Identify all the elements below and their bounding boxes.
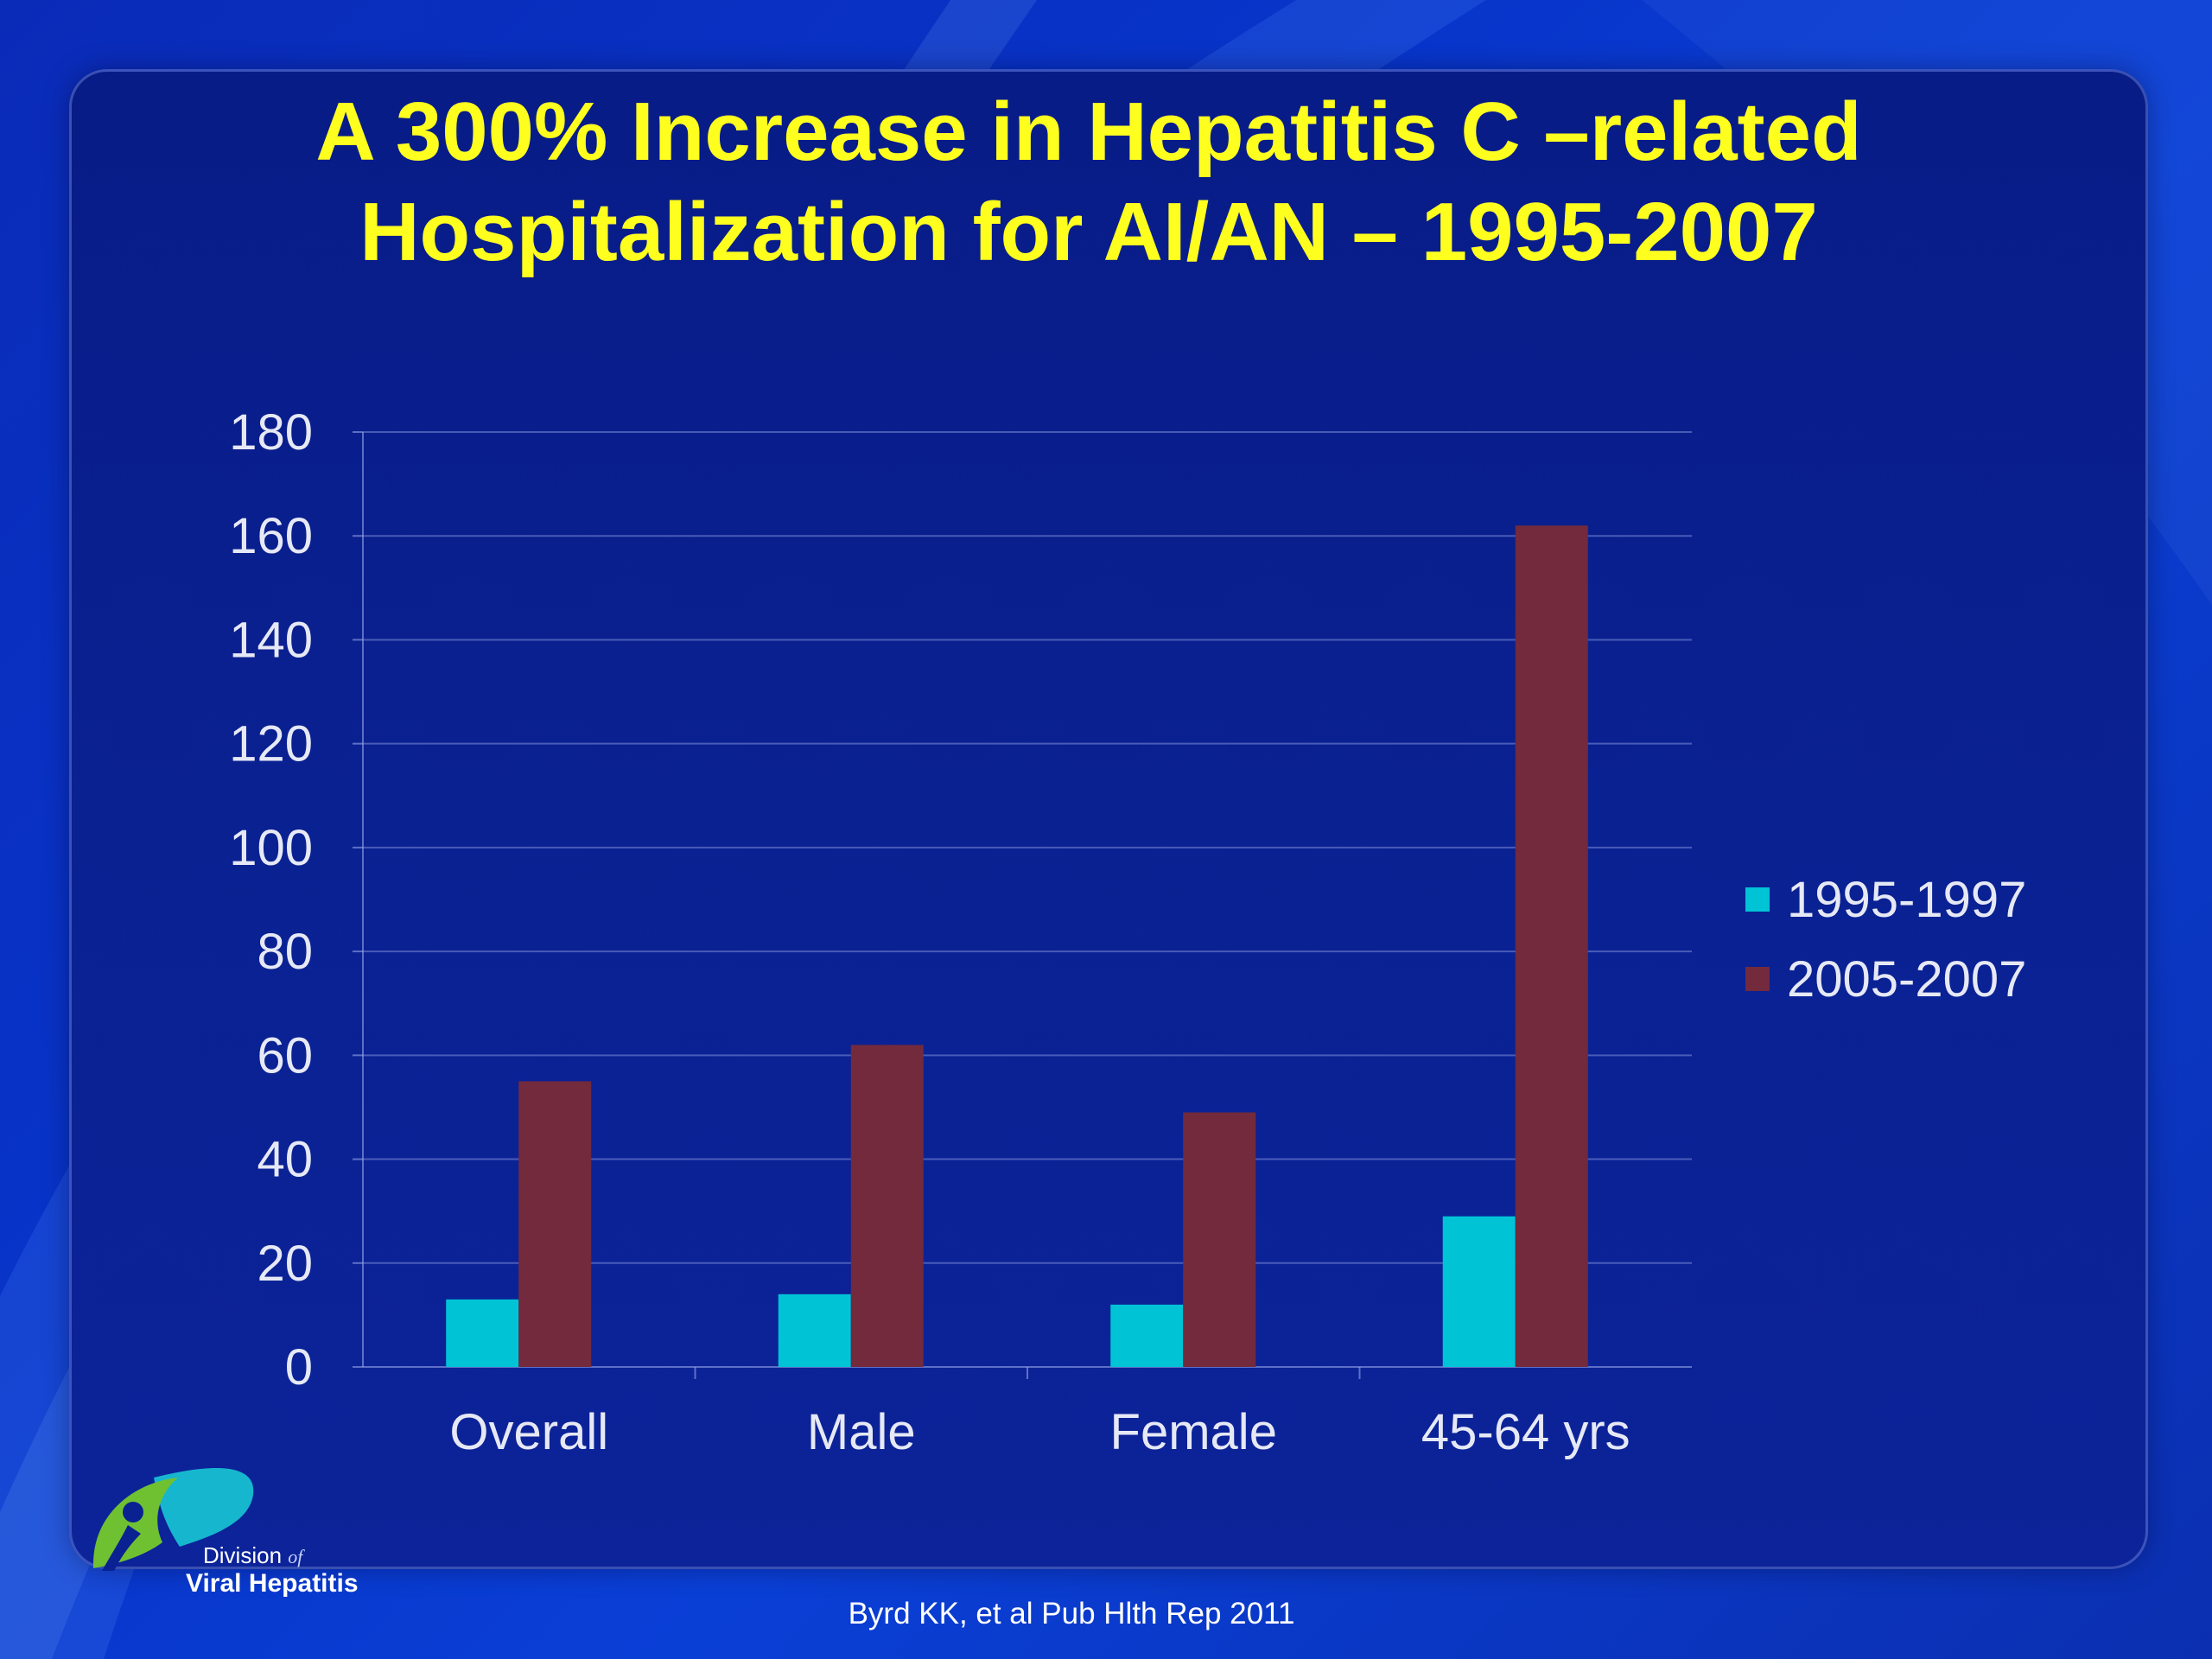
bar-45-64-yrs-1995-1997 (1442, 1216, 1516, 1367)
legend-label-2005-2007: 2005-2007 (1787, 950, 2027, 1007)
y-tick-label-60: 60 (257, 1027, 313, 1084)
legend-label-1995-1997: 1995-1997 (1787, 871, 2027, 928)
y-tick-label-140: 140 (229, 612, 313, 668)
x-tick-label-3: 45-64 yrs (1421, 1404, 1630, 1460)
legend-swatch-1995-1997 (1745, 887, 1770, 912)
chart-legend: 1995-1997 2005-2007 (1745, 860, 2026, 1019)
y-tick-label-160: 160 (229, 508, 313, 564)
content-panel (69, 69, 2148, 1569)
y-tick-label-120: 120 (229, 716, 313, 772)
bar-45-64-yrs-2005-2007 (1515, 525, 1588, 1367)
logo-division-text: Division of (203, 1542, 303, 1568)
legend-item-2005-2007: 2005-2007 (1745, 939, 2026, 1019)
y-tick-label-0: 0 (285, 1339, 313, 1395)
title-line-1: A 300% Increase in Hepatitis C –related (315, 86, 1862, 178)
legend-swatch-2005-2007 (1745, 967, 1770, 991)
y-tick-label-180: 180 (229, 404, 313, 461)
slide-title: A 300% Increase in Hepatitis C –related … (130, 82, 2048, 283)
y-tick-label-100: 100 (229, 820, 313, 876)
x-tick-label-1: Male (807, 1404, 916, 1460)
x-tick-label-2: Female (1110, 1404, 1277, 1460)
y-tick-label-80: 80 (257, 924, 313, 980)
title-line-2: Hospitalization for AI/AN – 1995-2007 (359, 186, 1818, 278)
bar-male-1995-1997 (778, 1294, 851, 1367)
liver-logo-icon (93, 1467, 254, 1571)
bar-male-2005-2007 (850, 1045, 924, 1367)
bar-overall-2005-2007 (518, 1081, 592, 1367)
x-tick-label-0: Overall (449, 1404, 608, 1460)
bar-female-2005-2007 (1183, 1112, 1256, 1367)
bar-female-1995-1997 (1110, 1304, 1184, 1367)
y-tick-label-40: 40 (257, 1132, 313, 1188)
logo-viral-hepatitis-text: Viral Hepatitis (186, 1569, 359, 1598)
legend-item-1995-1997: 1995-1997 (1745, 860, 2026, 939)
y-tick-label-20: 20 (257, 1236, 313, 1292)
bar-overall-1995-1997 (446, 1299, 519, 1367)
source-citation: Byrd KK, et al Pub Hlth Rep 2011 (848, 1597, 1295, 1630)
